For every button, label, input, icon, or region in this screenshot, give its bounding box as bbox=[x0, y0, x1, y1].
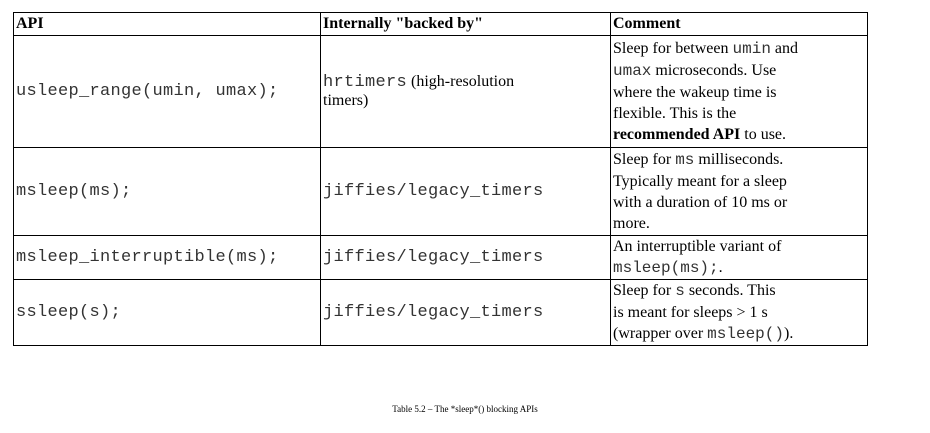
api-name: msleep_interruptible(ms); bbox=[16, 248, 279, 267]
comment-text: and bbox=[770, 40, 799, 57]
comment-line: An interruptible variant of bbox=[613, 238, 782, 255]
header-api: API bbox=[13, 12, 321, 36]
backed-by-code: jiffies/legacy_timers bbox=[323, 303, 544, 322]
comment-line: with a duration of 10 ms or bbox=[613, 194, 788, 211]
backed-by-cell: jiffies/legacy_timers bbox=[320, 279, 611, 346]
comment-code: umax bbox=[613, 62, 652, 80]
header-comment: Comment bbox=[610, 12, 868, 36]
comment-text: to use. bbox=[740, 126, 787, 143]
comment-text: seconds. This bbox=[684, 282, 776, 299]
comment-line: recommended API to use. bbox=[613, 124, 865, 145]
comment-text: (wrapper over bbox=[613, 325, 708, 342]
api-cell: msleep(ms); bbox=[13, 147, 321, 236]
api-cell: usleep_range(umin, umax); bbox=[13, 35, 321, 148]
backed-by-code: jiffies/legacy_timers bbox=[323, 248, 544, 267]
comment-text: milliseconds. bbox=[694, 151, 784, 168]
comment-code: ms bbox=[675, 151, 695, 169]
comment-bold: recommended API bbox=[613, 126, 741, 143]
comment-line: (wrapper over msleep()). bbox=[613, 323, 865, 345]
comment-text: ). bbox=[783, 325, 794, 342]
sleep-api-table: API Internally "backed by" Comment uslee… bbox=[13, 12, 868, 346]
comment-text: . bbox=[718, 259, 723, 276]
comment-text: Sleep for bbox=[613, 282, 676, 299]
comment-line: where the wakeup time is bbox=[613, 84, 777, 101]
comment-cell: Sleep for ms milliseconds. Typically mea… bbox=[610, 147, 868, 236]
backed-by-cell: jiffies/legacy_timers bbox=[320, 147, 611, 236]
comment-line: Sleep for ms milliseconds. bbox=[613, 149, 865, 171]
table-row: usleep_range(umin, umax); hrtimers (high… bbox=[13, 35, 868, 148]
backed-by-cell: jiffies/legacy_timers bbox=[320, 235, 611, 280]
api-name: ssleep(s); bbox=[16, 303, 122, 322]
comment-line: is meant for sleeps > 1 s bbox=[613, 304, 768, 321]
table-row: msleep_interruptible(ms); jiffies/legacy… bbox=[13, 235, 868, 280]
comment-cell: An interruptible variant of msleep(ms);. bbox=[610, 235, 868, 280]
table-caption: Table 5.2 – The *sleep*() blocking APIs bbox=[392, 404, 538, 414]
api-name: usleep_range(umin, umax); bbox=[16, 82, 279, 101]
comment-text: Sleep for bbox=[613, 151, 676, 168]
comment-line: more. bbox=[613, 215, 650, 232]
api-cell: ssleep(s); bbox=[13, 279, 321, 346]
api-name: msleep(ms); bbox=[16, 182, 132, 201]
backed-by-cell: hrtimers (high-resolution timers) bbox=[320, 35, 611, 148]
comment-cell: Sleep for between umin and umax microsec… bbox=[610, 35, 868, 148]
backed-by-text-cont: timers) bbox=[323, 92, 369, 109]
backed-by-text: (high-resolution bbox=[407, 73, 515, 90]
comment-code: umin bbox=[732, 40, 771, 58]
comment-code: msleep(ms); bbox=[613, 259, 719, 277]
header-backed-by: Internally "backed by" bbox=[320, 12, 611, 36]
comment-line: umax microseconds. Use bbox=[613, 60, 865, 82]
backed-by-code: jiffies/legacy_timers bbox=[323, 182, 544, 201]
comment-line: flexible. This is the bbox=[613, 105, 737, 122]
comment-line: Typically meant for a sleep bbox=[613, 173, 787, 190]
comment-line: msleep(ms);. bbox=[613, 257, 865, 279]
comment-line: Sleep for s seconds. This bbox=[613, 280, 865, 302]
backed-by-code: hrtimers bbox=[323, 73, 408, 92]
comment-text: Sleep for between bbox=[613, 40, 733, 57]
table-header-row: API Internally "backed by" Comment bbox=[13, 12, 868, 36]
table-row: ssleep(s); jiffies/legacy_timers Sleep f… bbox=[13, 279, 868, 346]
api-cell: msleep_interruptible(ms); bbox=[13, 235, 321, 280]
comment-code: s bbox=[675, 282, 685, 300]
table-row: msleep(ms); jiffies/legacy_timers Sleep … bbox=[13, 147, 868, 236]
comment-text: microseconds. Use bbox=[651, 62, 777, 79]
comment-cell: Sleep for s seconds. This is meant for s… bbox=[610, 279, 868, 346]
comment-line: Sleep for between umin and bbox=[613, 38, 865, 60]
comment-code: msleep() bbox=[707, 325, 784, 343]
